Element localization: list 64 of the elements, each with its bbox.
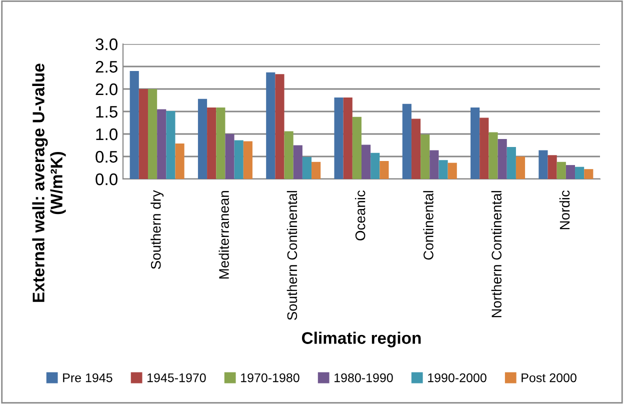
y-tick-label: 1.5 (96, 106, 118, 118)
bar (498, 138, 507, 179)
bar (575, 166, 584, 179)
y-tick-label: 3.0 (96, 38, 118, 50)
y-tick-label: 0.5 (96, 150, 118, 163)
bar (198, 98, 208, 179)
bar (480, 118, 489, 179)
bar (175, 143, 184, 179)
x-tick-label: Northern Continental (491, 191, 502, 318)
legend-label: 1990-2000 (428, 373, 486, 382)
bar (420, 134, 430, 179)
y-tick-label: 1.0 (96, 128, 118, 140)
x-axis-title: Climatic region (302, 332, 421, 348)
bar (148, 89, 158, 179)
legend-label: Post 2000 (522, 373, 576, 382)
bar (130, 71, 139, 179)
bar (411, 118, 421, 179)
bar (157, 109, 166, 179)
y-tick-label: 0.0 (96, 173, 118, 186)
x-tick-label: Continental (423, 191, 434, 260)
bar (352, 116, 362, 179)
bar (166, 111, 176, 179)
bar (430, 150, 439, 179)
bar (470, 107, 480, 179)
bar (225, 134, 234, 179)
bar (334, 98, 344, 179)
bar (275, 74, 284, 179)
bar (312, 162, 321, 179)
bar (488, 132, 498, 179)
bar (138, 89, 148, 179)
legend-label: 1945-1970 (148, 373, 206, 382)
bar (438, 160, 448, 179)
bar (556, 162, 566, 179)
bar (302, 156, 312, 179)
bar (548, 155, 557, 179)
bar (216, 107, 226, 179)
bar (243, 141, 252, 179)
bar (402, 104, 412, 179)
bar (566, 165, 576, 179)
bar (506, 147, 516, 179)
bar (234, 140, 244, 179)
bar (266, 72, 276, 179)
y-tick-label: 2.5 (96, 60, 118, 73)
x-tick-label: Nordic (559, 190, 570, 230)
bar (284, 131, 294, 179)
legend-label: 1980-1990 (334, 373, 393, 382)
x-tick-label: Mediterranean (218, 191, 229, 279)
bar (584, 169, 594, 179)
y-axis-title: External wall: average U-value (W/m²K) (32, 64, 66, 302)
x-tick-label: Oceanic (355, 190, 366, 240)
x-tick-label: Southern dry (150, 190, 164, 269)
legend-label: 1970-1980 (241, 373, 300, 382)
bar (293, 145, 302, 179)
bar (380, 161, 389, 179)
bar (343, 98, 352, 179)
bar (207, 107, 216, 179)
y-tick-label: 2.0 (96, 83, 118, 96)
bar (538, 150, 548, 179)
bar (370, 152, 380, 179)
legend-label: Pre 1945 (63, 373, 112, 382)
bar (516, 156, 526, 179)
bar (448, 162, 457, 179)
x-tick-label: Southern Continental (286, 191, 298, 320)
bar (362, 144, 371, 179)
